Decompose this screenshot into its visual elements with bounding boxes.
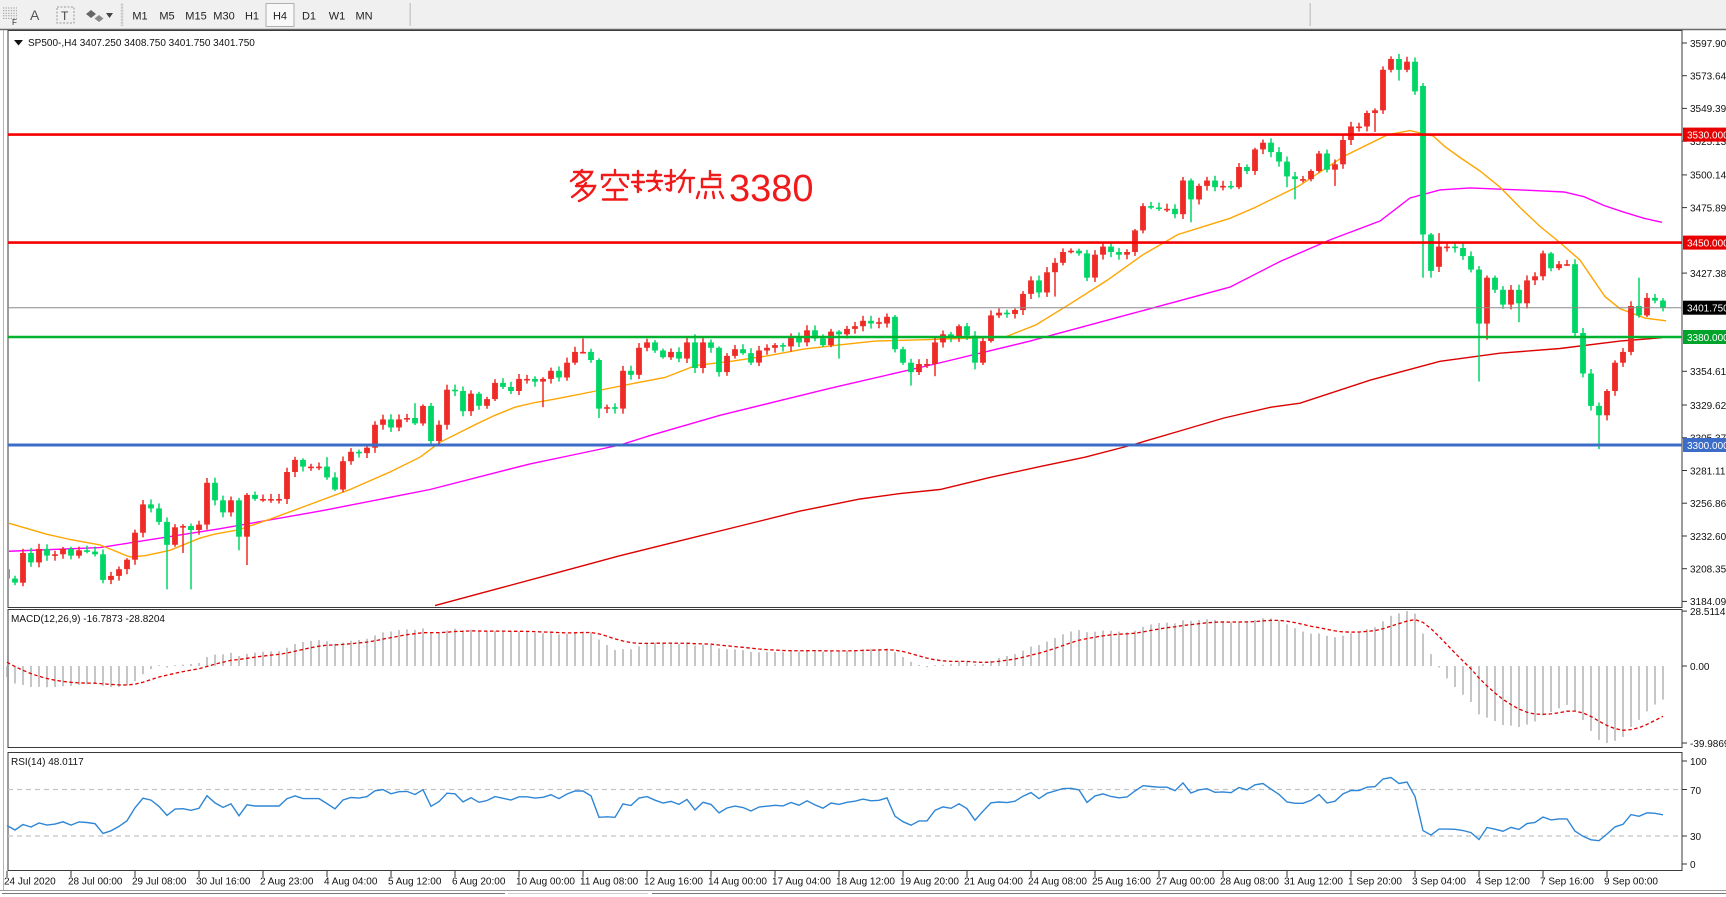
svg-text:4 Sep 12:00: 4 Sep 12:00 bbox=[1476, 877, 1530, 888]
svg-text:3525.135: 3525.135 bbox=[1690, 137, 1726, 148]
svg-text:3 Sep 04:00: 3 Sep 04:00 bbox=[1412, 877, 1466, 888]
svg-text:30: 30 bbox=[1690, 832, 1702, 843]
svg-text:3208.350: 3208.350 bbox=[1690, 565, 1726, 576]
svg-text:3450.000: 3450.000 bbox=[1687, 238, 1726, 249]
svg-text:19 Aug 20:00: 19 Aug 20:00 bbox=[900, 877, 959, 888]
svg-text:3256.860: 3256.860 bbox=[1690, 499, 1726, 510]
svg-text:14 Aug 00:00: 14 Aug 00:00 bbox=[708, 877, 767, 888]
svg-text:3530.000: 3530.000 bbox=[1687, 130, 1726, 141]
svg-text:31 Aug 12:00: 31 Aug 12:00 bbox=[1284, 877, 1343, 888]
svg-text:2 Aug 23:00: 2 Aug 23:00 bbox=[260, 877, 314, 888]
svg-text:3500.145: 3500.145 bbox=[1690, 171, 1726, 182]
svg-text:17 Aug 04:00: 17 Aug 04:00 bbox=[772, 877, 831, 888]
svg-text:30 Jul 16:00: 30 Jul 16:00 bbox=[196, 877, 251, 888]
svg-text:28 Aug 08:00: 28 Aug 08:00 bbox=[1220, 877, 1279, 888]
svg-text:3281.115: 3281.115 bbox=[1690, 466, 1726, 477]
svg-text:3354.615: 3354.615 bbox=[1690, 367, 1726, 378]
svg-text:D1: D1 bbox=[302, 11, 316, 23]
svg-text:H4: H4 bbox=[273, 11, 287, 23]
svg-text:10 Aug 00:00: 10 Aug 00:00 bbox=[516, 877, 575, 888]
svg-text:25 Aug 16:00: 25 Aug 16:00 bbox=[1092, 877, 1151, 888]
svg-text:H1: H1 bbox=[245, 11, 259, 23]
svg-text:-39.9869: -39.9869 bbox=[1690, 739, 1726, 750]
svg-text:0.00: 0.00 bbox=[1690, 662, 1710, 673]
svg-text:5 Aug 12:00: 5 Aug 12:00 bbox=[388, 877, 442, 888]
svg-text:3573.645: 3573.645 bbox=[1690, 72, 1726, 83]
svg-text:3380.000: 3380.000 bbox=[1687, 333, 1726, 344]
svg-text:F: F bbox=[12, 18, 17, 27]
svg-text:3401.750: 3401.750 bbox=[1687, 304, 1726, 315]
svg-text:24 Jul 2020: 24 Jul 2020 bbox=[4, 877, 56, 888]
svg-text:0: 0 bbox=[1690, 860, 1696, 871]
svg-text:M15: M15 bbox=[185, 11, 206, 23]
svg-text:RSI(14) 48.0117: RSI(14) 48.0117 bbox=[11, 757, 84, 768]
svg-text:12 Aug 16:00: 12 Aug 16:00 bbox=[644, 877, 703, 888]
svg-text:3380: 3380 bbox=[729, 168, 814, 210]
svg-text:70: 70 bbox=[1690, 786, 1702, 797]
svg-text:28 Jul 00:00: 28 Jul 00:00 bbox=[68, 877, 123, 888]
svg-text:3427.380: 3427.380 bbox=[1690, 269, 1726, 280]
svg-text:M30: M30 bbox=[213, 11, 234, 23]
svg-text:3184.095: 3184.095 bbox=[1690, 597, 1726, 608]
svg-text:M5: M5 bbox=[159, 11, 174, 23]
svg-text:11 Aug 08:00: 11 Aug 08:00 bbox=[580, 877, 639, 888]
svg-text:3300.000: 3300.000 bbox=[1687, 441, 1726, 452]
svg-text:4 Aug 04:00: 4 Aug 04:00 bbox=[324, 877, 378, 888]
svg-text:3549.390: 3549.390 bbox=[1690, 104, 1726, 115]
svg-text:28.5114: 28.5114 bbox=[1690, 607, 1726, 618]
svg-text:27 Aug 00:00: 27 Aug 00:00 bbox=[1156, 877, 1215, 888]
svg-text:9 Sep 00:00: 9 Sep 00:00 bbox=[1604, 877, 1658, 888]
svg-text:W1: W1 bbox=[329, 11, 346, 23]
svg-text:6 Aug 20:00: 6 Aug 20:00 bbox=[452, 877, 506, 888]
svg-text:3597.900: 3597.900 bbox=[1690, 39, 1726, 50]
svg-text:3329.625: 3329.625 bbox=[1690, 401, 1726, 412]
svg-text:18 Aug 12:00: 18 Aug 12:00 bbox=[836, 877, 895, 888]
svg-text:100: 100 bbox=[1690, 757, 1707, 768]
svg-text:M1: M1 bbox=[132, 11, 147, 23]
svg-text:21 Aug 04:00: 21 Aug 04:00 bbox=[964, 877, 1023, 888]
svg-text:3475.890: 3475.890 bbox=[1690, 203, 1726, 214]
svg-text:7 Sep 16:00: 7 Sep 16:00 bbox=[1540, 877, 1594, 888]
svg-text:MACD(12,26,9) -16.7873 -28.820: MACD(12,26,9) -16.7873 -28.8204 bbox=[11, 614, 165, 625]
svg-text:SP500-,H4 3407.250 3408.750 3: SP500-,H4 3407.250 3408.750 3401.750 340… bbox=[28, 38, 255, 49]
svg-text:3232.605: 3232.605 bbox=[1690, 532, 1726, 543]
svg-text:29 Jul 08:00: 29 Jul 08:00 bbox=[132, 877, 187, 888]
svg-text:MN: MN bbox=[355, 11, 372, 23]
svg-text:24 Aug 08:00: 24 Aug 08:00 bbox=[1028, 877, 1087, 888]
svg-text:T: T bbox=[61, 9, 69, 23]
svg-text:1 Sep 20:00: 1 Sep 20:00 bbox=[1348, 877, 1402, 888]
svg-text:A: A bbox=[30, 7, 40, 23]
